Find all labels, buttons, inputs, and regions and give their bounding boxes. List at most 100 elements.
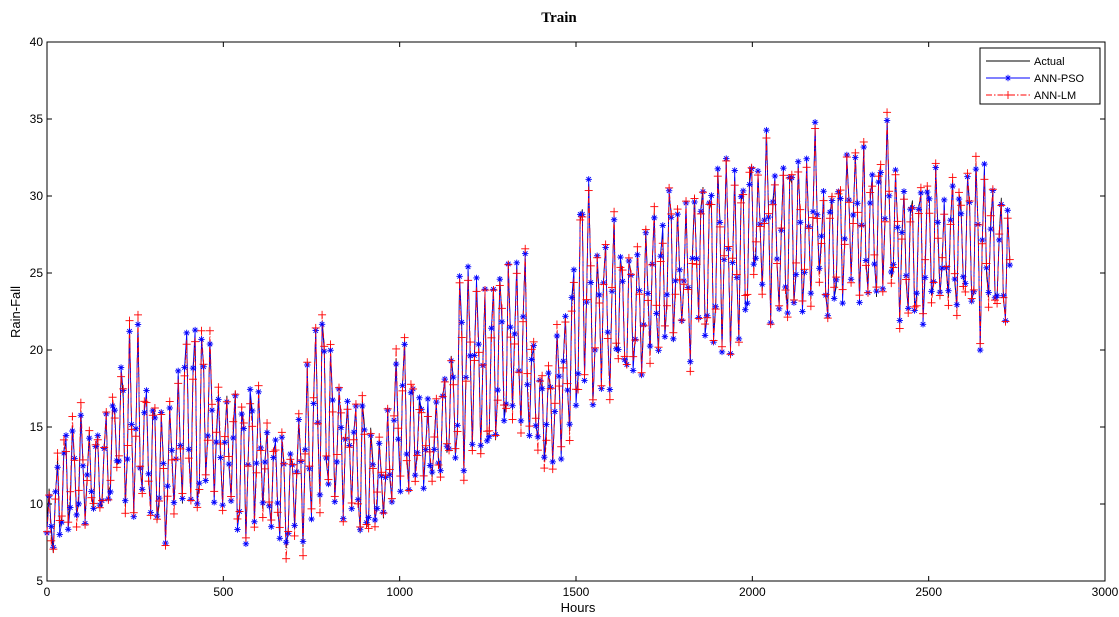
data-point-ann-pso [519, 313, 527, 321]
data-point-ann-pso [274, 499, 281, 507]
data-point-ann-lm [383, 404, 392, 413]
data-point-ann-lm [612, 339, 621, 348]
data-point-ann-lm [734, 338, 743, 347]
data-point-ann-pso [672, 277, 679, 285]
data-point-ann-lm [954, 188, 963, 197]
data-point-ann-lm [330, 492, 339, 501]
data-point-ann-pso [898, 229, 906, 236]
data-point-ann-pso [807, 289, 815, 297]
data-point-ann-lm [161, 541, 170, 550]
data-point-ann-pso [217, 454, 224, 461]
data-point-ann-pso [424, 395, 432, 403]
data-point-ann-lm [610, 207, 619, 216]
data-point-ann-pso [392, 360, 400, 368]
data-point-ann-pso [395, 435, 402, 443]
y-tick-label: 15 [30, 420, 44, 434]
data-point-ann-pso [507, 323, 514, 331]
data-point-ann-pso [674, 210, 681, 218]
data-point-ann-pso [900, 188, 908, 195]
data-point-ann-lm [49, 545, 58, 554]
data-point-ann-lm [855, 291, 864, 300]
data-point-ann-pso [179, 495, 186, 502]
data-point-ann-pso [513, 259, 520, 267]
data-point-ann-pso [69, 427, 76, 435]
data-point-ann-pso [420, 485, 427, 492]
data-point-ann-lm [739, 190, 748, 199]
data-point-ann-lm [584, 186, 593, 195]
data-point-ann-lm [421, 441, 430, 450]
data-point-ann-lm [231, 390, 240, 399]
data-point-ann-lm [392, 344, 401, 353]
data-point-ann-lm [785, 174, 794, 183]
data-point-ann-lm [205, 326, 214, 335]
data-point-ann-lm [370, 522, 379, 531]
data-point-ann-lm [476, 449, 485, 458]
data-point-ann-pso [780, 164, 787, 172]
data-point-ann-lm [696, 209, 705, 218]
data-point-ann-lm [489, 286, 498, 295]
data-point-ann-lm [150, 403, 159, 412]
data-point-ann-lm [766, 320, 775, 329]
data-point-ann-pso [496, 276, 504, 283]
data-point-ann-lm [438, 392, 447, 401]
x-tick-label: 500 [213, 585, 233, 599]
data-point-ann-lm [760, 219, 769, 228]
data-point-ann-lm [872, 283, 881, 292]
data-point-ann-pso [145, 470, 152, 478]
data-point-ann-lm [605, 395, 614, 404]
data-point-ann-lm [709, 336, 718, 345]
data-point-ann-lm [366, 429, 375, 438]
data-point-ann-lm [828, 192, 837, 201]
data-point-ann-pso [651, 214, 658, 222]
data-point-ann-lm [91, 440, 100, 449]
data-point-ann-lm [836, 186, 845, 195]
data-point-ann-lm [345, 443, 354, 452]
data-point-ann-lm [45, 491, 54, 500]
data-point-ann-lm [275, 523, 284, 532]
data-point-ann-pso [555, 372, 563, 380]
data-point-ann-pso [917, 189, 925, 197]
data-point-ann-pso [543, 421, 550, 428]
data-point-ann-lm [131, 432, 140, 441]
data-point-ann-lm [978, 239, 987, 248]
data-point-ann-lm [580, 370, 589, 379]
data-point-ann-pso [957, 210, 965, 217]
y-tick-label: 30 [30, 189, 44, 203]
data-point-ann-lm [707, 200, 716, 209]
data-point-ann-lm [466, 338, 475, 347]
data-point-ann-pso [837, 195, 844, 202]
data-point-ann-pso [460, 467, 468, 474]
data-point-ann-pso [919, 321, 927, 328]
data-point-ann-lm [461, 377, 470, 386]
data-point-ann-pso [54, 464, 61, 471]
data-point-ann-lm [995, 230, 1004, 239]
data-point-ann-pso [701, 332, 709, 339]
data-point-ann-lm [781, 286, 790, 295]
data-point-ann-lm [840, 240, 849, 249]
data-point-ann-pso [276, 535, 283, 542]
data-point-ann-pso [572, 402, 580, 409]
data-point-ann-lm [599, 280, 608, 289]
data-point-ann-lm [753, 171, 762, 180]
data-point-ann-pso [972, 165, 980, 173]
data-point-ann-pso [166, 404, 173, 412]
data-point-ann-lm [470, 356, 479, 365]
y-tick-label: 10 [30, 497, 44, 511]
data-point-ann-pso [610, 216, 618, 223]
data-point-ann-lm [523, 369, 532, 378]
data-point-ann-pso [985, 289, 992, 296]
data-point-ann-lm [337, 408, 346, 417]
data-point-ann-pso [921, 274, 929, 281]
data-point-ann-pso [477, 442, 484, 449]
data-point-ann-pso [522, 250, 529, 257]
data-point-ann-lm [988, 185, 997, 194]
data-point-ann-lm [301, 449, 310, 458]
data-point-ann-lm [665, 183, 674, 192]
data-point-ann-pso [498, 318, 506, 326]
data-point-ann-lm [591, 343, 600, 352]
data-point-ann-pso [371, 516, 379, 524]
data-point-ann-pso [511, 330, 518, 338]
data-point-ann-lm [559, 363, 568, 372]
data-point-ann-lm [324, 475, 333, 484]
data-point-ann-lm [718, 342, 727, 351]
